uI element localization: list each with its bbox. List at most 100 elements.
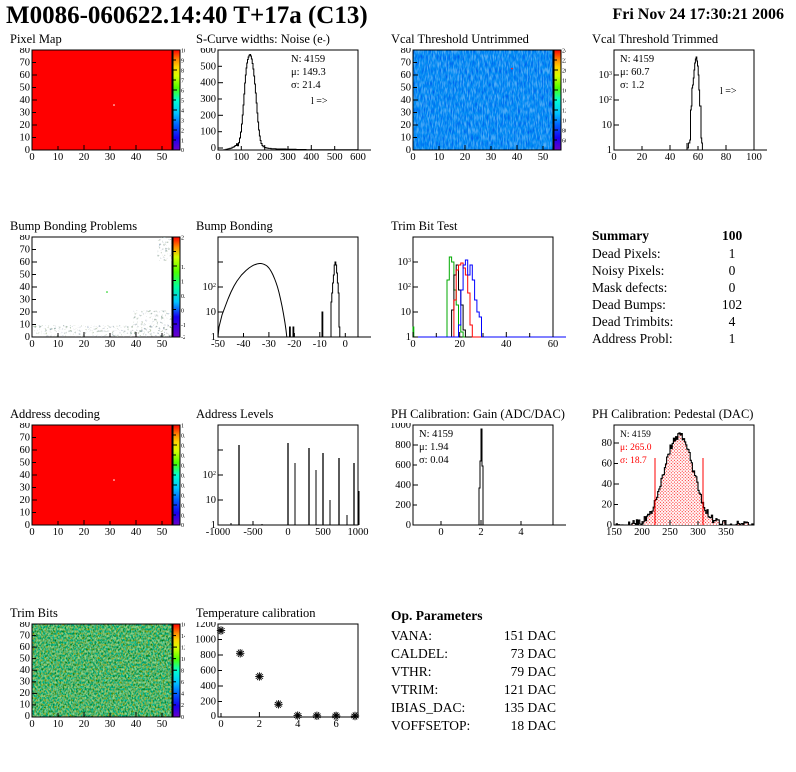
svg-text:-10: -10 (313, 339, 327, 350)
svg-text:40: 40 (131, 719, 142, 730)
svg-text:30: 30 (105, 339, 116, 350)
svg-text:0.6: 0.6 (181, 464, 185, 470)
svg-text:102: 102 (203, 470, 217, 481)
svg-text:50: 50 (157, 152, 168, 163)
svg-text:70: 70 (401, 58, 412, 69)
svg-text:60: 60 (20, 70, 31, 81)
svg-text:0.5: 0.5 (181, 294, 185, 300)
svg-text:240: 240 (562, 49, 566, 55)
svg-text:0: 0 (211, 711, 216, 722)
svg-text:80: 80 (721, 152, 732, 163)
svg-text:10: 10 (53, 152, 64, 163)
svg-text:-1000: -1000 (206, 527, 231, 538)
svg-text:10: 10 (401, 133, 412, 144)
svg-text:1000: 1000 (391, 423, 411, 431)
svg-text:30: 30 (20, 483, 31, 494)
svg-text:4: 4 (518, 527, 524, 538)
svg-text:70: 70 (20, 58, 31, 69)
svg-text:1: 1 (729, 331, 736, 346)
svg-text:600: 600 (395, 460, 411, 471)
svg-text:l =>: l => (720, 86, 737, 97)
svg-text:50: 50 (401, 83, 412, 94)
svg-text:20: 20 (79, 152, 90, 163)
svg-text:4: 4 (295, 719, 301, 730)
svg-text:60: 60 (602, 459, 613, 470)
svg-text:60: 60 (401, 70, 412, 81)
svg-text:40: 40 (20, 282, 31, 293)
svg-text:20: 20 (401, 120, 412, 131)
svg-text:9: 9 (181, 59, 184, 65)
svg-text:-2: -2 (181, 335, 185, 341)
svg-text:40: 40 (512, 152, 523, 163)
svg-text:-50: -50 (211, 339, 225, 350)
svg-text:N: 4159: N: 4159 (620, 430, 651, 440)
svg-text:180: 180 (562, 79, 566, 85)
svg-text:0: 0 (29, 152, 34, 163)
svg-text:0: 0 (181, 523, 184, 529)
svg-text:30: 30 (105, 152, 116, 163)
svg-text:σ: 0.04: σ: 0.04 (419, 455, 449, 466)
svg-text:0: 0 (343, 339, 348, 350)
svg-text:μ: 149.3: μ: 149.3 (291, 67, 326, 78)
svg-text:220: 220 (562, 59, 566, 65)
svg-text:50: 50 (20, 654, 31, 665)
svg-text:160: 160 (562, 89, 566, 95)
svg-text:50: 50 (157, 339, 168, 350)
svg-text:40: 40 (20, 665, 31, 676)
svg-text:4: 4 (729, 314, 736, 329)
svg-text:10: 10 (53, 719, 64, 730)
svg-text:50: 50 (20, 83, 31, 94)
svg-text:Address Probl:: Address Probl: (592, 331, 673, 346)
svg-text:102: 102 (722, 297, 742, 312)
svg-text:0: 0 (729, 263, 736, 278)
svg-text:2: 2 (181, 236, 184, 242)
svg-text:20: 20 (79, 719, 90, 730)
svg-text:80: 80 (602, 438, 613, 449)
svg-text:μ: 1.94: μ: 1.94 (419, 442, 449, 453)
svg-text:16: 16 (181, 623, 185, 629)
svg-text:60: 60 (20, 445, 31, 456)
svg-text:0: 0 (29, 719, 34, 730)
svg-text:VTHR:: VTHR: (391, 664, 432, 679)
svg-text:3: 3 (181, 119, 184, 125)
svg-text:135 DAC: 135 DAC (504, 700, 556, 715)
svg-text:N: 4159: N: 4159 (620, 54, 654, 65)
svg-text:-20: -20 (287, 339, 301, 350)
svg-text:2: 2 (181, 703, 184, 709)
svg-text:80: 80 (20, 622, 31, 630)
svg-text:0: 0 (410, 152, 415, 163)
svg-text:200: 200 (200, 697, 216, 708)
svg-text:30: 30 (401, 108, 412, 119)
svg-text:120: 120 (562, 109, 566, 115)
svg-text:1: 1 (181, 280, 184, 286)
svg-text:151 DAC: 151 DAC (504, 628, 556, 643)
svg-text:50: 50 (538, 152, 549, 163)
svg-text:30: 30 (105, 527, 116, 538)
svg-text:250: 250 (662, 527, 678, 538)
svg-text:300: 300 (280, 152, 296, 163)
svg-text:50: 50 (20, 270, 31, 281)
svg-text:0: 0 (215, 152, 220, 163)
svg-text:0: 0 (218, 719, 223, 730)
svg-text:10: 10 (53, 339, 64, 350)
svg-text:6: 6 (181, 680, 184, 686)
svg-text:60: 60 (20, 642, 31, 653)
svg-text:20: 20 (20, 495, 31, 506)
svg-text:0.3: 0.3 (181, 494, 185, 500)
svg-text:1200: 1200 (196, 622, 216, 630)
svg-text:1000: 1000 (348, 527, 369, 538)
svg-text:10: 10 (181, 657, 185, 663)
svg-text:400: 400 (200, 681, 216, 692)
svg-text:500: 500 (315, 527, 331, 538)
svg-text:6: 6 (181, 89, 184, 95)
svg-text:60: 60 (693, 152, 704, 163)
svg-text:80: 80 (20, 48, 31, 56)
svg-text:60: 60 (562, 139, 566, 145)
svg-text:100: 100 (722, 228, 743, 243)
svg-text:20: 20 (454, 339, 465, 350)
svg-text:l =>: l => (311, 96, 328, 107)
svg-text:30: 30 (105, 719, 116, 730)
svg-text:200: 200 (257, 152, 273, 163)
svg-text:-30: -30 (262, 339, 276, 350)
svg-text:0: 0 (406, 520, 411, 531)
